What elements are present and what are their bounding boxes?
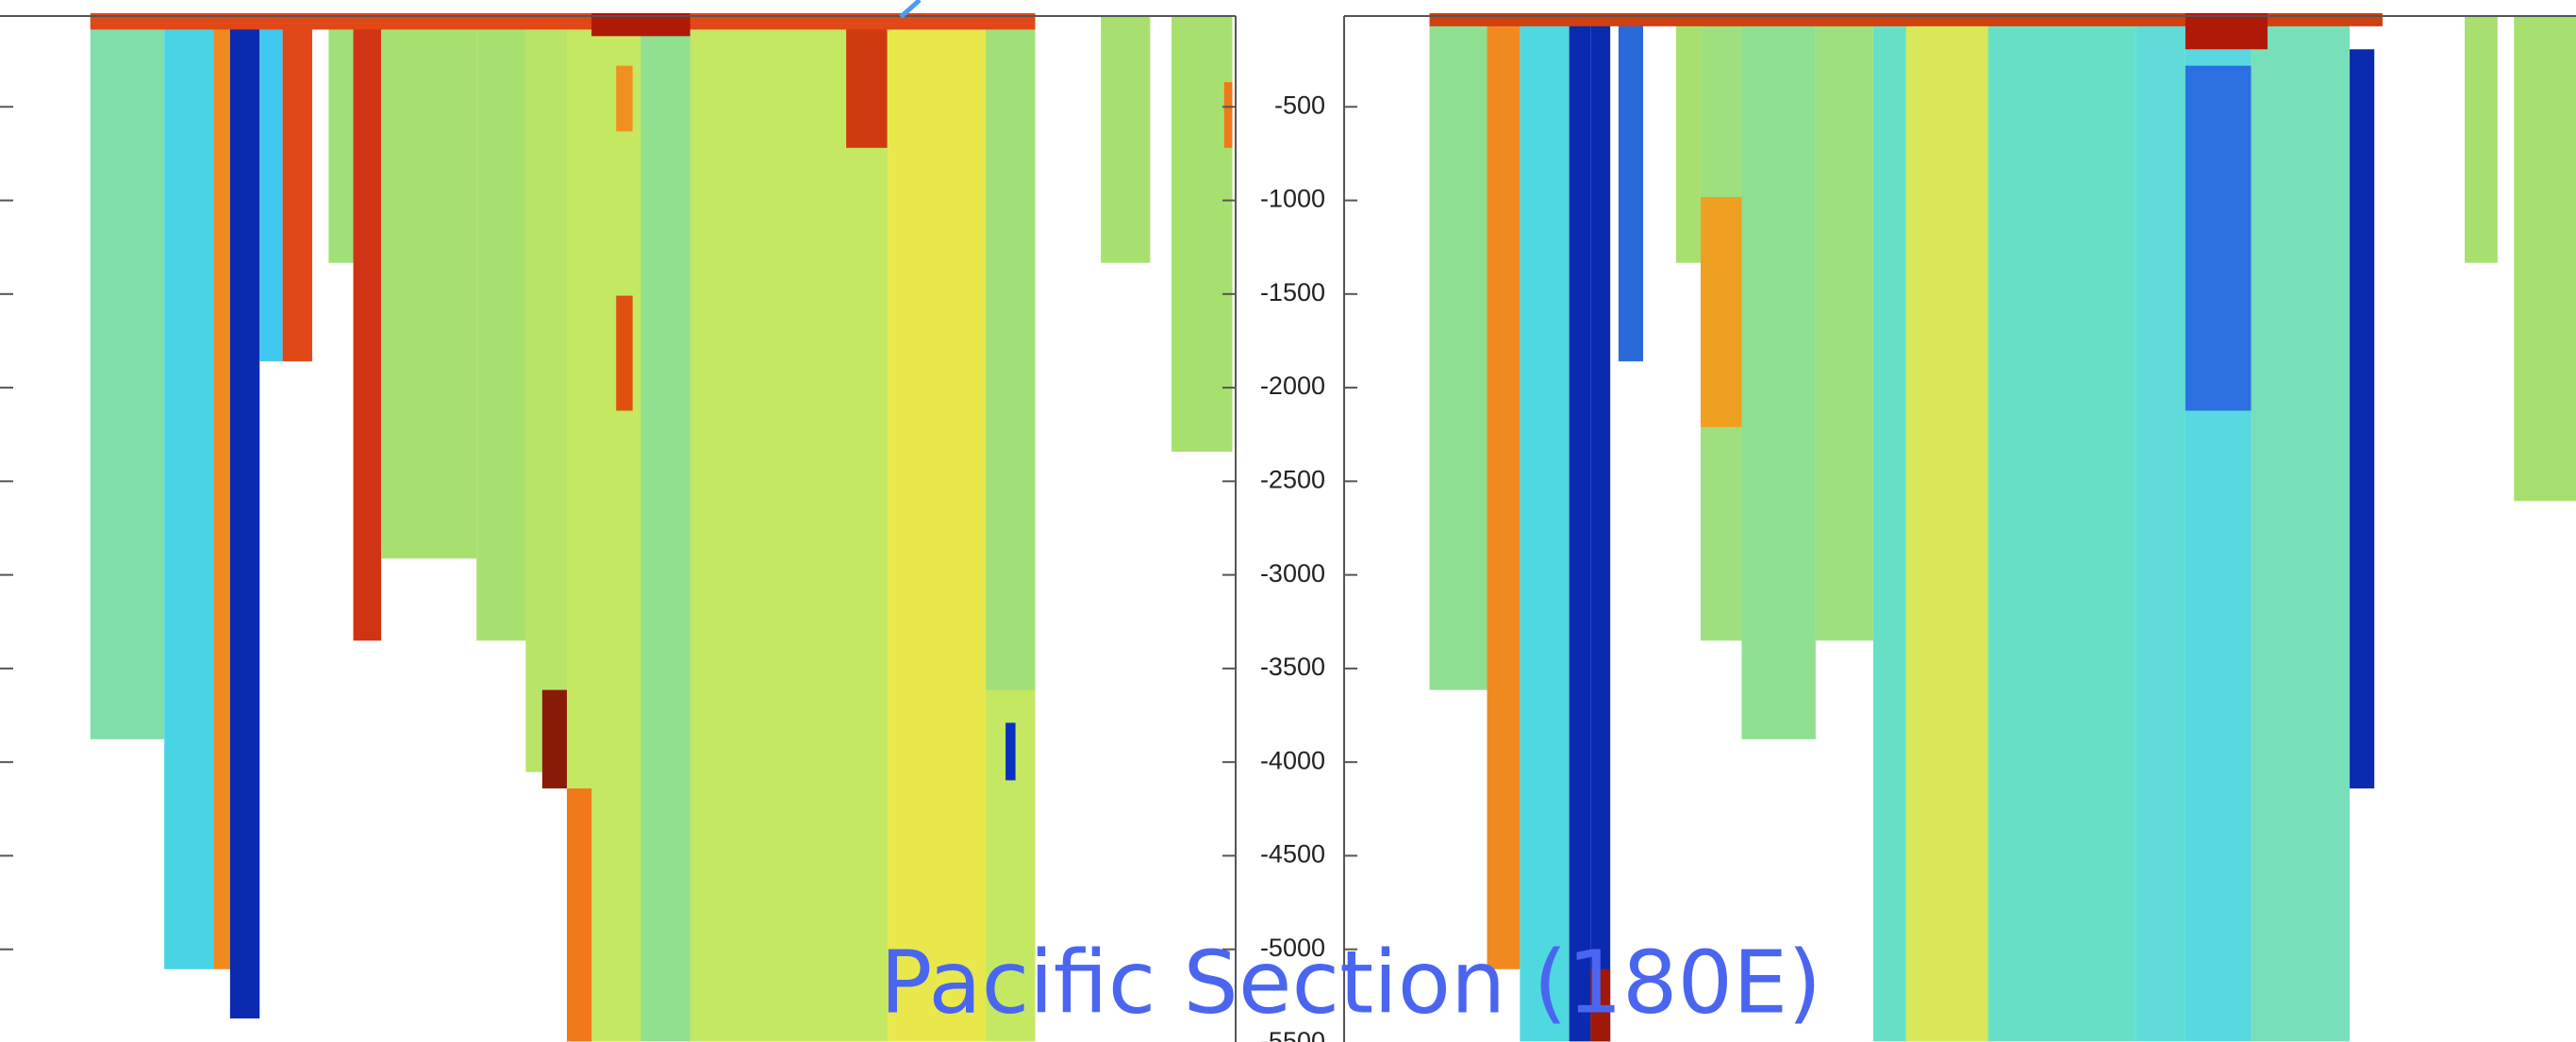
section-column [1590,968,1611,1042]
y-tick-label: -2000 [1260,372,1325,400]
section-column [1172,16,1233,453]
section-column [525,16,567,772]
section-column [616,65,633,132]
section-column [2136,16,2185,1042]
section-column [1815,16,1873,641]
y-tick-label: -4000 [1260,746,1325,774]
section-column [2465,16,2498,263]
section-column [90,16,165,739]
section-column [1223,82,1233,148]
section-column [2185,12,2268,50]
section-column [1487,16,1521,969]
section-column [2514,16,2576,502]
section-column [164,16,214,969]
y-tick-label: -5500 [1260,1027,1325,1042]
y-tick-label: -4500 [1260,840,1325,868]
section-column [1590,16,1611,1042]
section-column [1429,16,1487,690]
section-column [476,16,526,641]
section-column [2185,65,2252,411]
section-column [213,16,230,969]
section-column [1905,16,1988,1042]
y-tick-label: -500 [1274,91,1325,119]
section-column [566,788,592,1042]
y-tick-label: -3500 [1260,653,1325,681]
axes: -500 -1000 -1500 -2000 -2500 -3000 -3500 -4000 -… [0,15,2576,1042]
section-column [1618,16,1643,362]
section-column [1005,722,1016,781]
y-tick-label: -2500 [1260,465,1325,493]
section-column [1700,197,1742,427]
section-column [616,295,633,411]
section-column [1101,16,1151,263]
section-column [2350,49,2375,789]
section-column [541,689,567,789]
section-column [1741,16,1816,739]
annotation: Pacific Section (180E) [880,932,1821,1033]
section-column [2251,16,2351,1042]
section-column [381,16,477,559]
section-column [259,16,283,362]
section-column [328,16,354,263]
section-column [986,16,1036,690]
y-tick-label: -3000 [1260,559,1325,587]
section-panels [90,12,2576,1042]
section-column [229,16,260,1019]
y-tick-label: -1000 [1260,185,1325,213]
section-column [90,12,1036,30]
section-column [1675,16,1701,263]
y-tick-label: -1500 [1260,278,1325,306]
section-column [353,16,382,641]
section-column [1520,16,1570,1042]
section-column [1569,16,1591,1042]
section-column [591,12,690,37]
section-column [846,16,888,148]
section-column [640,16,690,1042]
arrow-tip [899,0,922,19]
section-column [887,16,987,1042]
section-column [282,16,312,362]
y-tick-label: -5000 [1260,934,1325,962]
